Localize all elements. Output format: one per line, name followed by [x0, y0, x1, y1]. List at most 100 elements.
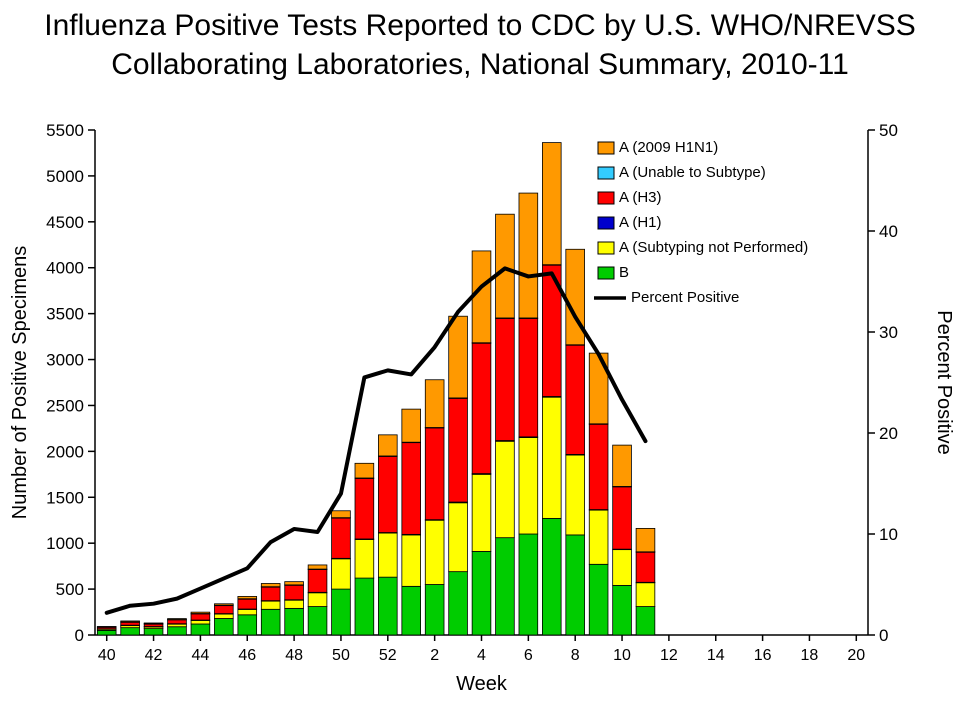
bar-segment	[307, 564, 328, 570]
bar-segment	[401, 585, 421, 636]
bar-segment	[307, 606, 328, 636]
x-tick-label: 18	[801, 647, 819, 664]
bar-segment	[96, 626, 117, 628]
x-tick-label: 10	[613, 647, 631, 664]
bar-segment	[96, 630, 117, 636]
legend-label: A (H1)	[619, 214, 662, 231]
bar-segment	[542, 396, 562, 519]
bar-segment	[635, 551, 656, 583]
bar-segment	[378, 532, 398, 578]
left-tick-label: 4500	[46, 213, 84, 232]
bar-segment	[237, 614, 258, 636]
bar-segment	[471, 473, 492, 552]
left-tick-label: 0	[75, 626, 84, 645]
bar-segment	[495, 440, 515, 539]
bar-segment	[378, 576, 398, 636]
bar-segment	[354, 462, 375, 479]
x-tick-label: 52	[379, 647, 397, 664]
percent-positive-line	[104, 266, 648, 615]
right-tick-label: 30	[879, 323, 898, 342]
bar-segment	[588, 509, 609, 565]
left-tick-label: 5000	[46, 167, 84, 186]
left-tick-label: 3000	[46, 351, 84, 370]
bar-segment	[448, 502, 468, 573]
x-tick-label: 48	[285, 647, 303, 664]
bar-segment	[542, 517, 562, 636]
bar-segment	[612, 444, 632, 487]
bar-segment	[565, 534, 585, 636]
bar-segment	[542, 142, 562, 266]
bar-segment	[378, 455, 398, 533]
left-tick-label: 3500	[46, 305, 84, 324]
bar-segment	[354, 539, 375, 579]
bar-segment	[354, 477, 375, 540]
bar-segment	[424, 379, 445, 428]
bar-segment	[424, 519, 445, 585]
bar-segment	[260, 608, 281, 636]
left-tick-label: 500	[56, 580, 84, 599]
legend-swatch-a-subtyping-not-performed-	[597, 241, 615, 255]
bar-segment	[260, 600, 281, 610]
legend-swatch-b	[597, 266, 615, 280]
bar-segment	[284, 599, 304, 609]
legend-swatch-a-h1-	[597, 216, 615, 230]
bar-segment	[495, 213, 515, 319]
bar-segment	[401, 534, 421, 587]
bar-segment	[284, 607, 304, 636]
bar-segment	[588, 423, 609, 510]
right-tick-label: 0	[879, 626, 888, 645]
bar-segment	[284, 584, 304, 601]
bar-segment	[214, 604, 234, 615]
right-y-axis-title: Percent Positive	[933, 310, 955, 455]
x-tick-label: 4	[477, 647, 486, 664]
bar-segment	[518, 437, 539, 535]
bar-segment	[120, 627, 140, 636]
legend-label: A (2009 H1N1)	[619, 139, 718, 156]
x-tick-label: 46	[238, 647, 256, 664]
bar-segment	[237, 608, 258, 616]
bar-segment	[448, 397, 468, 503]
x-tick-label: 12	[660, 647, 678, 664]
bar-segment	[331, 588, 351, 636]
bar-segment	[565, 344, 585, 455]
bar-segment	[448, 315, 468, 399]
bar-segment	[284, 581, 304, 586]
chart-title-line1: Influenza Positive Tests Reported to CDC…	[44, 9, 916, 42]
bar-segment	[143, 622, 164, 625]
bar-segment	[635, 582, 656, 607]
bar-segment	[518, 533, 539, 636]
bar-segment	[120, 620, 140, 623]
bar-segment	[354, 577, 375, 636]
left-tick-label: 2000	[46, 442, 84, 461]
legend-label: A (Subtyping not Performed)	[619, 239, 808, 256]
x-axis-title: Week	[456, 673, 508, 695]
bar-segment	[167, 618, 187, 620]
bar-segment	[635, 606, 656, 636]
bar-segment	[471, 551, 492, 636]
left-tick-label: 1000	[46, 534, 84, 553]
bar-segment	[307, 568, 328, 593]
x-tick-label: 8	[571, 647, 580, 664]
right-tick-label: 20	[879, 424, 898, 443]
bar-segment	[612, 585, 632, 636]
x-tick-label: 6	[524, 647, 533, 664]
bar-segment	[260, 583, 281, 588]
right-tick-label: 40	[879, 222, 898, 241]
x-tick-label: 42	[145, 647, 163, 664]
bar-segment	[424, 584, 445, 636]
legend-swatch-a-h3-	[597, 191, 615, 205]
x-tick-label: 14	[707, 647, 725, 664]
bar-segment	[518, 192, 539, 319]
bar-segment	[635, 527, 656, 553]
bar-segment	[331, 517, 351, 559]
left-tick-label: 1500	[46, 488, 84, 507]
bar-segment	[214, 603, 234, 606]
bar-segment	[237, 598, 258, 610]
bar-segment	[424, 427, 445, 521]
right-tick-label: 50	[879, 121, 898, 140]
legend-swatch-a-unable-to-subtype-	[597, 166, 615, 180]
chart-title-line2: Collaborating Laboratories, National Sum…	[111, 48, 849, 81]
bar-segment	[214, 613, 234, 619]
x-tick-label: 44	[192, 647, 210, 664]
